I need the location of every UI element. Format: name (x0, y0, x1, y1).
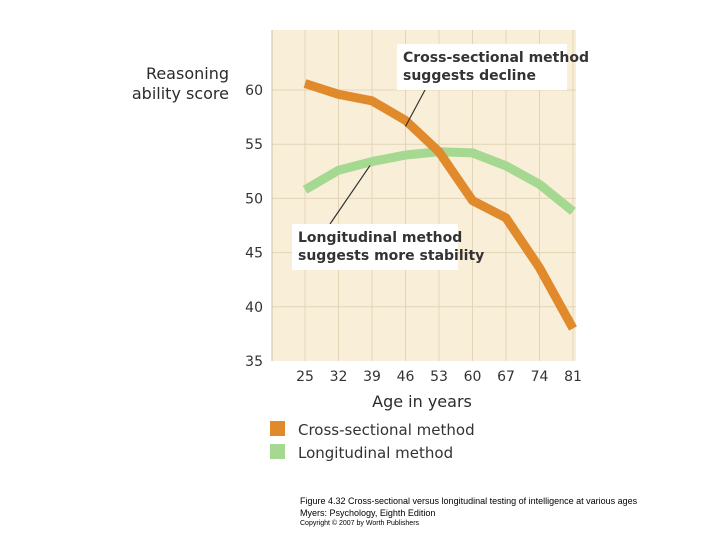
series-line-cross-sectional (303, 79, 577, 331)
legend: Cross-sectional method Longitudinal meth… (270, 421, 475, 462)
callout-longitudinal-line-2: suggests more stability (298, 248, 484, 264)
callout-cross-sectional: Cross-sectional method suggests decline (397, 44, 589, 127)
x-tick-label: 25 (296, 369, 314, 385)
legend-label-cross-sectional: Cross-sectional method (298, 421, 475, 439)
callout-longitudinal-line-1: Longitudinal method (298, 230, 462, 246)
x-tick-label: 32 (330, 369, 348, 385)
x-axis-label: Age in years (372, 392, 472, 411)
legend-label-longitudinal: Longitudinal method (298, 444, 453, 462)
x-tick-label: 53 (430, 369, 448, 385)
y-axis-label-line-1: Reasoning (146, 64, 229, 83)
y-tick-label: 40 (245, 300, 263, 316)
y-axis-label-line-2: ability score (132, 84, 229, 103)
callout-longitudinal: Longitudinal method suggests more stabil… (292, 165, 484, 270)
y-tick-label: 45 (245, 246, 263, 262)
series-group (302, 79, 577, 331)
callout-cross-sectional-leader (404, 89, 426, 127)
callout-cross-sectional-line-1: Cross-sectional method (403, 50, 589, 66)
x-ticks: 25 32 39 46 53 60 67 74 81 (296, 369, 582, 385)
x-tick-label: 60 (464, 369, 482, 385)
figure-caption: Figure 4.32 Cross-sectional versus longi… (300, 496, 638, 506)
x-tick-label: 46 (397, 369, 415, 385)
callout-longitudinal-box (292, 224, 458, 270)
x-tick-label: 74 (531, 369, 549, 385)
book-credit: Myers: Psychology, Eighth Edition (300, 508, 436, 518)
y-tick-label: 50 (245, 191, 263, 207)
x-tick-label: 81 (564, 369, 582, 385)
y-tick-label: 35 (245, 354, 263, 370)
y-tick-label: 60 (245, 83, 263, 99)
y-tick-label: 55 (245, 137, 263, 153)
callout-cross-sectional-box (397, 44, 567, 90)
y-ticks: 35 40 45 50 55 60 (245, 83, 263, 370)
legend-swatch-longitudinal (270, 444, 285, 459)
callout-longitudinal-leader (329, 165, 371, 225)
callout-cross-sectional-line-2: suggests decline (403, 68, 536, 84)
legend-swatch-cross-sectional (270, 421, 285, 436)
x-tick-label: 39 (363, 369, 381, 385)
copyright-notice: Copyright © 2007 by Worth Publishers (300, 520, 420, 527)
x-tick-label: 67 (497, 369, 515, 385)
